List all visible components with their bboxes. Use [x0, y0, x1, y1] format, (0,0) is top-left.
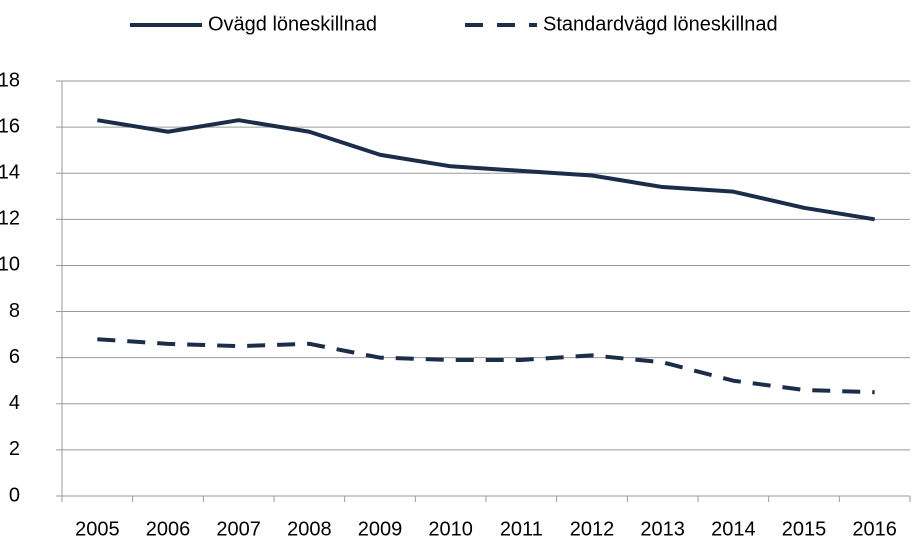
y-tick-label: 6 [9, 346, 20, 368]
legend-label: Standardvägd löneskillnad [543, 13, 778, 35]
series-line [97, 118, 875, 222]
x-tick-label: 2006 [146, 518, 191, 540]
legend-label: Ovägd löneskillnad [208, 13, 377, 35]
x-tick-label: 2014 [711, 518, 756, 540]
y-tick-label: 8 [9, 300, 20, 322]
x-tick-label: 2010 [428, 518, 473, 540]
y-tick-label: 4 [9, 392, 20, 414]
x-tick-label: 2012 [570, 518, 615, 540]
x-tick-label: 2007 [216, 518, 261, 540]
y-tick-label: 14 [0, 162, 20, 184]
y-tick-label: 0 [9, 484, 20, 506]
series-line [97, 337, 875, 395]
y-tick-label: 2 [9, 438, 20, 460]
y-tick-label: 10 [0, 254, 20, 276]
x-tick-label: 2011 [500, 518, 543, 540]
x-tick-label: 2015 [782, 518, 827, 540]
y-tick-label: 18 [0, 69, 20, 91]
x-tick-label: 2005 [75, 518, 120, 540]
x-tick-label: 2013 [640, 518, 685, 540]
y-tick-label: 16 [0, 115, 20, 137]
y-tick-label: 12 [0, 208, 20, 230]
x-tick-label: 2016 [852, 518, 897, 540]
x-tick-label: 2009 [358, 518, 403, 540]
x-tick-label: 2008 [287, 518, 332, 540]
